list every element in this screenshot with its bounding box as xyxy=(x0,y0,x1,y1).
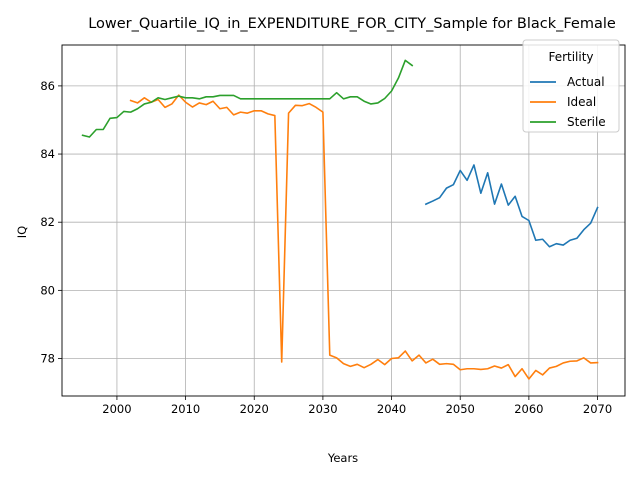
y-tick-label: 84 xyxy=(40,147,55,161)
x-axis-label: Years xyxy=(327,451,358,465)
x-tick-label: 2020 xyxy=(240,402,269,416)
x-tick-label: 2010 xyxy=(171,402,200,416)
x-tick-label: 2000 xyxy=(102,402,131,416)
y-axis-label: IQ xyxy=(15,226,29,238)
series-line-actual xyxy=(424,164,599,248)
legend-label-sterile: Sterile xyxy=(567,115,606,129)
legend-title: Fertility xyxy=(548,50,593,64)
chart-title: Lower_Quartile_IQ_in_EXPENDITURE_FOR_CIT… xyxy=(88,16,616,32)
x-tick-label: 2040 xyxy=(377,402,406,416)
x-tick-label: 2060 xyxy=(514,402,543,416)
y-tick-label: 78 xyxy=(40,352,55,366)
axis-ticks: 2000 2010 2020 2030 2040 2050 2060 2070 78 80 82 84… xyxy=(40,79,612,416)
x-tick-label: 2050 xyxy=(446,402,475,416)
plot-area-frame xyxy=(61,44,626,397)
series-line-ideal xyxy=(129,94,599,380)
series-line-sterile xyxy=(81,59,414,138)
legend: Fertility Actual Ideal Sterile xyxy=(522,39,620,133)
x-tick-label: 2070 xyxy=(583,402,612,416)
y-tick-label: 82 xyxy=(40,215,55,229)
legend-label-ideal: Ideal xyxy=(567,95,596,109)
legend-label-actual: Actual xyxy=(567,75,605,89)
series-lines xyxy=(81,59,599,380)
y-tick-label: 80 xyxy=(40,283,55,297)
y-tick-label: 86 xyxy=(40,79,55,93)
x-tick-label: 2030 xyxy=(308,402,337,416)
legend-box xyxy=(522,39,620,133)
